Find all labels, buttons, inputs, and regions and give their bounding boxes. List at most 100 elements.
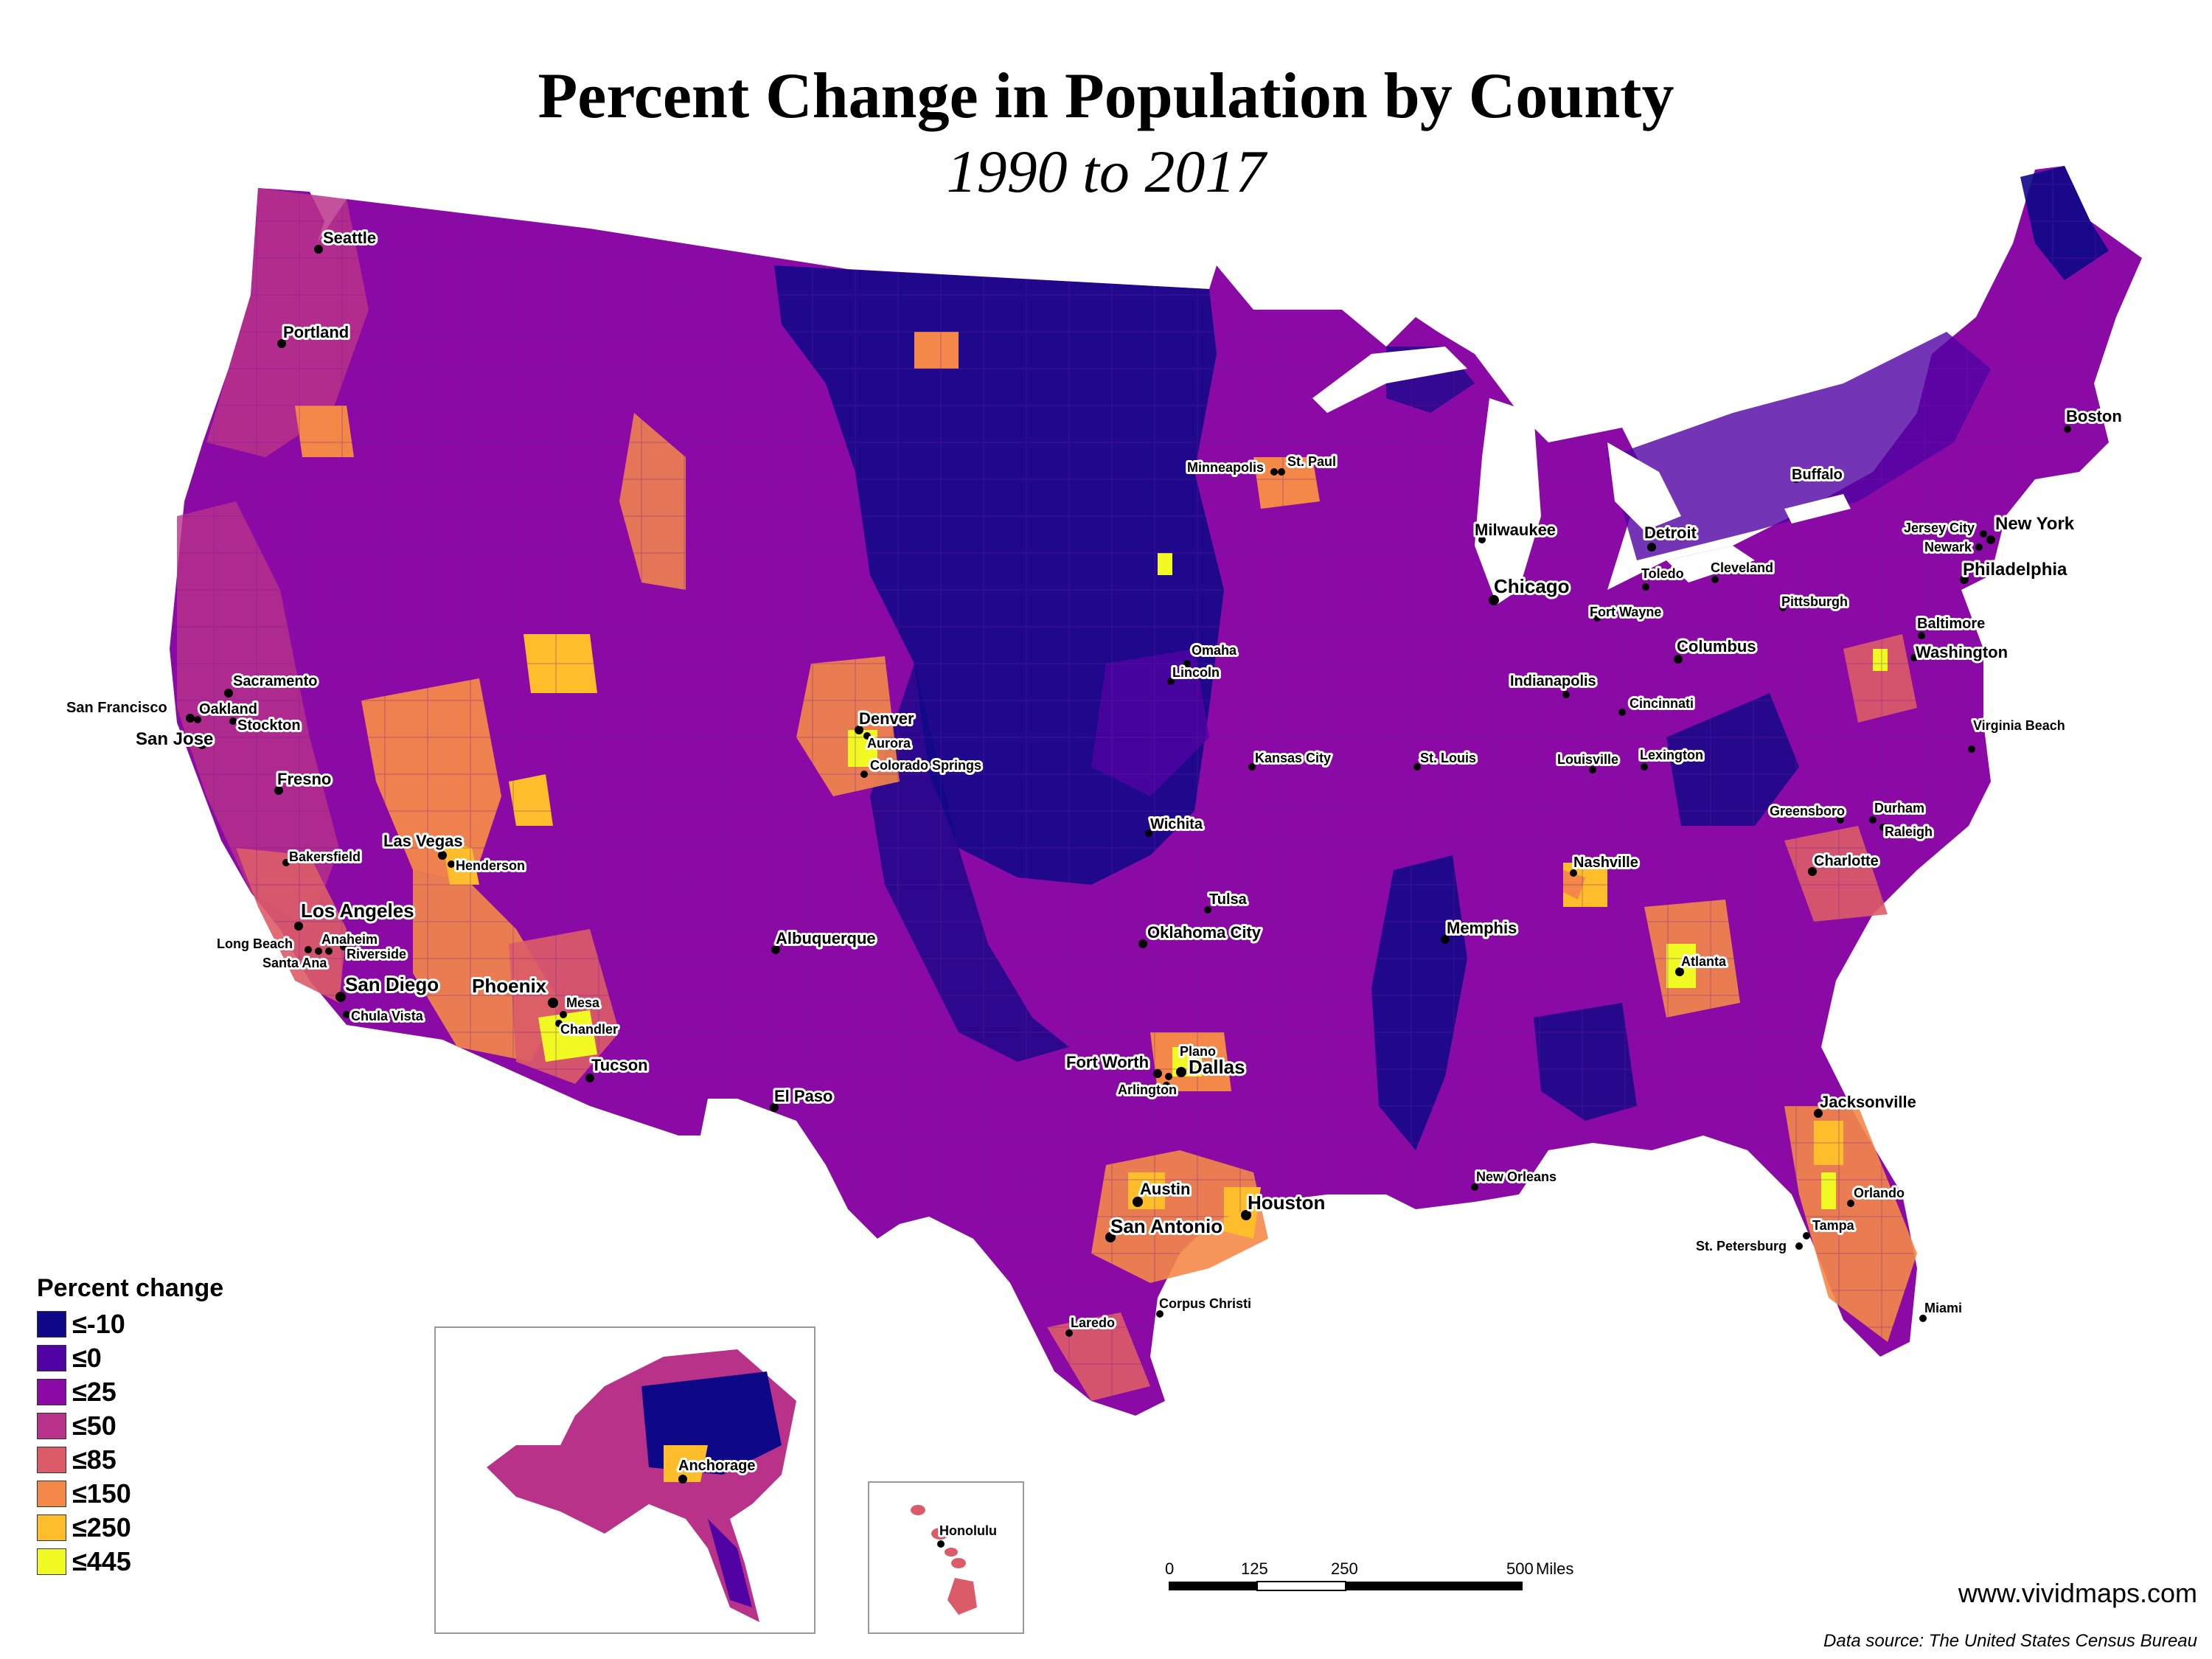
label-greensboro: Greensboro <box>1770 804 1845 818</box>
label-detroit: Detroit <box>1644 524 1697 542</box>
label-louisville: Louisville <box>1557 752 1618 767</box>
label-san-francisco: San Francisco <box>66 700 167 716</box>
label-stockton: Stockton <box>237 717 301 734</box>
county-boundaries <box>170 166 2142 1416</box>
legend-item: ≤25 <box>37 1375 302 1409</box>
legend-item: ≤0 <box>37 1341 302 1375</box>
city-markers <box>186 245 2071 1548</box>
legend-item: ≤-10 <box>37 1307 302 1341</box>
label-minneapolis: Minneapolis <box>1187 460 1264 475</box>
label-san-diego: San Diego <box>345 973 439 995</box>
hawaii-islands <box>911 1505 977 1615</box>
label-orlando: Orlando <box>1854 1186 1905 1200</box>
label-seattle: Seattle <box>323 229 376 247</box>
label-mesa: Mesa <box>566 995 600 1010</box>
hawaii-inset-frame <box>868 1481 1024 1634</box>
label-cleveland: Cleveland <box>1711 560 1773 575</box>
legend-swatch <box>37 1447 66 1473</box>
label-oakland: Oakland <box>199 701 257 717</box>
label-honolulu: Honolulu <box>939 1523 997 1538</box>
label-houston: Houston <box>1248 1192 1325 1214</box>
legend-label: ≤-10 <box>72 1309 125 1339</box>
label-el-paso: El Paso <box>774 1087 832 1105</box>
label-fort-worth: Fort Worth <box>1066 1053 1149 1071</box>
label-raleigh: Raleigh <box>1885 824 1933 839</box>
label-newark: Newark <box>1924 540 1972 554</box>
legend-label: ≤150 <box>72 1478 131 1509</box>
label-arlington: Arlington <box>1118 1082 1177 1097</box>
label-miami: Miami <box>1924 1301 1962 1315</box>
label-new-york: New York <box>1995 514 2075 534</box>
label-memphis: Memphis <box>1447 919 1517 937</box>
label-new-orleans: New Orleans <box>1476 1169 1557 1184</box>
label-dallas: Dallas <box>1189 1056 1245 1078</box>
label-omaha: Omaha <box>1192 643 1237 658</box>
map-title: Percent Change in Population by County <box>538 60 1674 132</box>
legend-item: ≤150 <box>37 1477 302 1511</box>
label-phoenix: Phoenix <box>472 975 547 997</box>
label-corpus-christi-1: Corpus Christi <box>1159 1296 1251 1311</box>
label-philadelphia: Philadelphia <box>1963 560 2067 580</box>
label-aurora: Aurora <box>867 736 911 751</box>
label-santa-ana: Santa Ana <box>262 956 327 970</box>
label-charlotte: Charlotte <box>1814 853 1879 869</box>
label-durham: Durham <box>1874 801 1924 815</box>
label-chicago: Chicago <box>1494 575 1570 597</box>
legend-label: ≤85 <box>72 1444 116 1475</box>
label-fresno: Fresno <box>277 770 331 788</box>
label-buffalo: Buffalo <box>1792 467 1843 483</box>
legend-swatch <box>37 1548 66 1575</box>
label-chandler: Chandler <box>560 1022 618 1037</box>
label-jersey-city: Jersey City <box>1904 521 1975 535</box>
map-subtitle: 1990 to 2017 <box>946 138 1266 205</box>
legend-item: ≤445 <box>37 1545 302 1579</box>
legend-item: ≤85 <box>37 1443 302 1477</box>
data-source-note: Data source: The United States Census Bu… <box>1823 1631 2197 1651</box>
label-las-vegas: Las Vegas <box>383 832 463 850</box>
label-long-beach: Long Beach <box>217 936 293 951</box>
label-wichita: Wichita <box>1150 816 1203 832</box>
legend-label: ≤250 <box>72 1512 131 1543</box>
label-lexington: Lexington <box>1640 748 1703 762</box>
label-pittsburgh: Pittsburgh <box>1781 594 1848 609</box>
label-kansas-city: Kansas City <box>1255 751 1331 765</box>
anchorage-region-patch <box>664 1445 708 1482</box>
legend-swatch <box>37 1514 66 1541</box>
watermark-link[interactable]: www.vividmaps.com <box>1958 1578 2197 1608</box>
scale-tick-250: 250 <box>1331 1559 1358 1578</box>
great-lakes <box>1312 347 1851 605</box>
label-indianapolis: Indianapolis <box>1510 673 1596 689</box>
label-anchorage: Anchorage <box>678 1458 755 1474</box>
label-laredo: Laredo <box>1071 1315 1115 1330</box>
scale-tick-500: 500 <box>1506 1559 1534 1578</box>
label-washington: Washington <box>1916 643 2008 661</box>
label-toledo: Toledo <box>1641 566 1684 581</box>
label-oklahoma-city: Oklahoma City <box>1147 923 1262 942</box>
label-san-antonio: San Antonio <box>1110 1215 1222 1237</box>
label-st-louis: St. Louis <box>1420 751 1476 765</box>
legend-item: ≤50 <box>37 1409 302 1443</box>
label-virginia-beach: Virginia Beach <box>1973 718 2065 733</box>
scale-bar: 0 125 250 500 Miles <box>1165 1559 1573 1591</box>
label-plano: Plano <box>1180 1044 1216 1059</box>
alaska-panhandle-patch <box>708 1519 752 1607</box>
label-boston: Boston <box>2066 407 2122 425</box>
legend-label: ≤0 <box>72 1343 102 1373</box>
label-nashville: Nashville <box>1573 855 1638 871</box>
label-san-jose: San Jose <box>136 729 213 749</box>
legend-title: Percent change <box>37 1274 224 1302</box>
legend-item: ≤250 <box>37 1511 302 1545</box>
scale-unit: Miles <box>1536 1559 1573 1578</box>
label-albuquerque: Albuquerque <box>776 929 876 947</box>
label-baltimore: Baltimore <box>1917 616 1985 632</box>
label-jacksonville: Jacksonville <box>1820 1093 1916 1111</box>
label-fort-wayne: Fort Wayne <box>1590 605 1661 619</box>
legend-label: ≤25 <box>72 1377 116 1407</box>
legend-swatch <box>37 1481 66 1507</box>
city-labels: Seattle Portland Sacramento San Francisc… <box>64 226 2124 1540</box>
label-chula-vista: Chula Vista <box>351 1009 424 1023</box>
label-tucson: Tucson <box>591 1056 648 1074</box>
label-denver: Denver <box>859 709 914 728</box>
legend-swatch <box>37 1379 66 1405</box>
